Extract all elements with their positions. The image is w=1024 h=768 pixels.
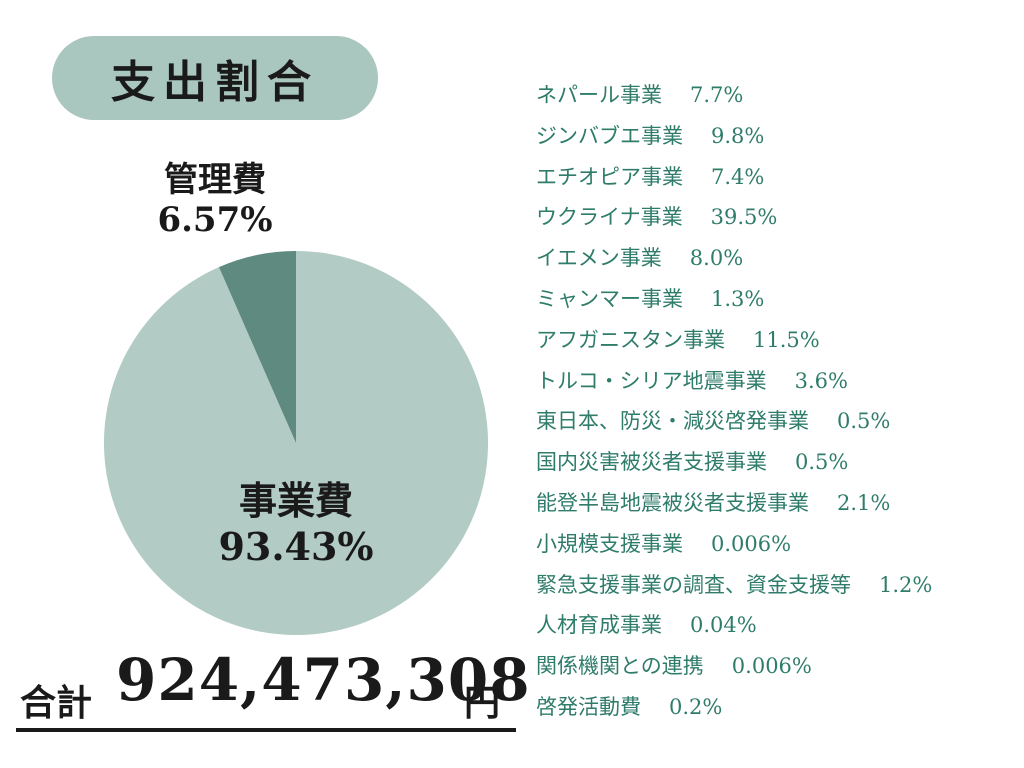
breakdown-value: 0.006% — [731, 654, 812, 679]
breakdown-value: 39.5% — [710, 205, 778, 230]
breakdown-value: 2.1% — [837, 490, 891, 515]
breakdown-name: 小規模支援事業 — [536, 531, 683, 556]
total-amount-block: 合計 924,473,308 円 — [12, 646, 530, 732]
breakdown-item: 啓発活動費 0.2% — [536, 690, 1016, 731]
breakdown-item: トルコ・シリア地震事業 3.6% — [536, 364, 1016, 405]
breakdown-item: 緊急支援事業の調査、資金支援等 1.2% — [536, 568, 1016, 609]
breakdown-item: 国内災害被災者支援事業 0.5% — [536, 445, 1016, 486]
breakdown-value: 3.6% — [794, 368, 848, 393]
breakdown-name: イエメン事業 — [536, 246, 662, 271]
breakdown-name: ウクライナ事業 — [536, 205, 683, 230]
breakdown-item: ジンバブエ事業 9.8% — [536, 119, 1016, 160]
breakdown-item: 人材育成事業 0.04% — [536, 608, 1016, 649]
breakdown-value: 1.3% — [711, 286, 765, 311]
total-amount: 924,473,308 — [116, 646, 531, 714]
breakdown-name: 人材育成事業 — [536, 613, 662, 638]
breakdown-item: 東日本、防災・減災啓発事業 0.5% — [536, 404, 1016, 445]
pie-slice-admin-expenses — [218, 251, 296, 443]
breakdown-name: 東日本、防災・減災啓発事業 — [536, 409, 809, 434]
breakdown-value: 9.8% — [711, 123, 765, 148]
project-expense-percent: 93.43% — [218, 524, 374, 569]
breakdown-name: 能登半島地震被災者支援事業 — [536, 490, 809, 515]
title-pill: 支出割合 — [52, 36, 378, 120]
breakdown-value: 11.5% — [753, 327, 820, 352]
admin-expense-name: 管理費 — [164, 160, 266, 200]
breakdown-value: 0.006% — [711, 531, 792, 556]
breakdown-value: 1.2% — [879, 572, 933, 597]
breakdown-item: エチオピア事業 7.4% — [536, 160, 1016, 201]
breakdown-item: ミャンマー事業 1.3% — [536, 282, 1016, 323]
breakdown-item: ウクライナ事業 39.5% — [536, 200, 1016, 241]
breakdown-item: イエメン事業 8.0% — [536, 241, 1016, 282]
breakdown-value: 7.7% — [690, 83, 744, 107]
breakdown-name: エチオピア事業 — [536, 164, 683, 189]
total-label: 合計 — [20, 683, 93, 724]
breakdown-value: 0.2% — [669, 694, 723, 719]
breakdown-name: 啓発活動費 — [536, 694, 641, 719]
breakdown-item: 能登半島地震被災者支援事業 2.1% — [536, 486, 1016, 527]
breakdown-name: ジンバブエ事業 — [536, 123, 683, 148]
breakdown-item: アフガニスタン事業 11.5% — [536, 323, 1016, 364]
total-unit: 円 — [464, 683, 501, 724]
breakdown-name: ネパール事業 — [536, 83, 662, 107]
breakdown-value: 0.5% — [795, 450, 849, 475]
breakdown-name: トルコ・シリア地震事業 — [536, 368, 767, 393]
breakdown-value: 0.04% — [690, 613, 757, 638]
breakdown-item: 関係機関との連携 0.006% — [536, 649, 1016, 690]
chart-title: 支出割合 — [111, 57, 319, 108]
project-expense-label: 事業費 93.43% — [196, 478, 396, 570]
breakdown-value: 0.5% — [837, 409, 891, 434]
breakdown-item: ネパール事業 7.7% — [536, 78, 1016, 119]
project-breakdown-list: ネパール事業 7.7% ジンバブエ事業 9.8% エチオピア事業 7.4% ウクライナ… — [536, 78, 1016, 731]
breakdown-name: 国内災害被災者支援事業 — [536, 450, 767, 475]
pie-slice-project-expenses — [104, 251, 489, 635]
breakdown-name: 緊急支援事業の調査、資金支援等 — [536, 572, 851, 597]
total-underline — [16, 728, 516, 732]
breakdown-name: アフガニスタン事業 — [536, 327, 725, 352]
breakdown-name: 関係機関との連携 — [536, 654, 704, 679]
admin-expense-label: 管理費 6.57% — [140, 160, 290, 240]
project-expense-name: 事業費 — [238, 479, 353, 523]
admin-expense-percent: 6.57% — [157, 200, 273, 240]
breakdown-value: 8.0% — [689, 246, 744, 271]
breakdown-name: ミャンマー事業 — [536, 286, 683, 311]
breakdown-value: 7.4% — [711, 164, 765, 189]
breakdown-item: 小規模支援事業 0.006% — [536, 527, 1016, 568]
